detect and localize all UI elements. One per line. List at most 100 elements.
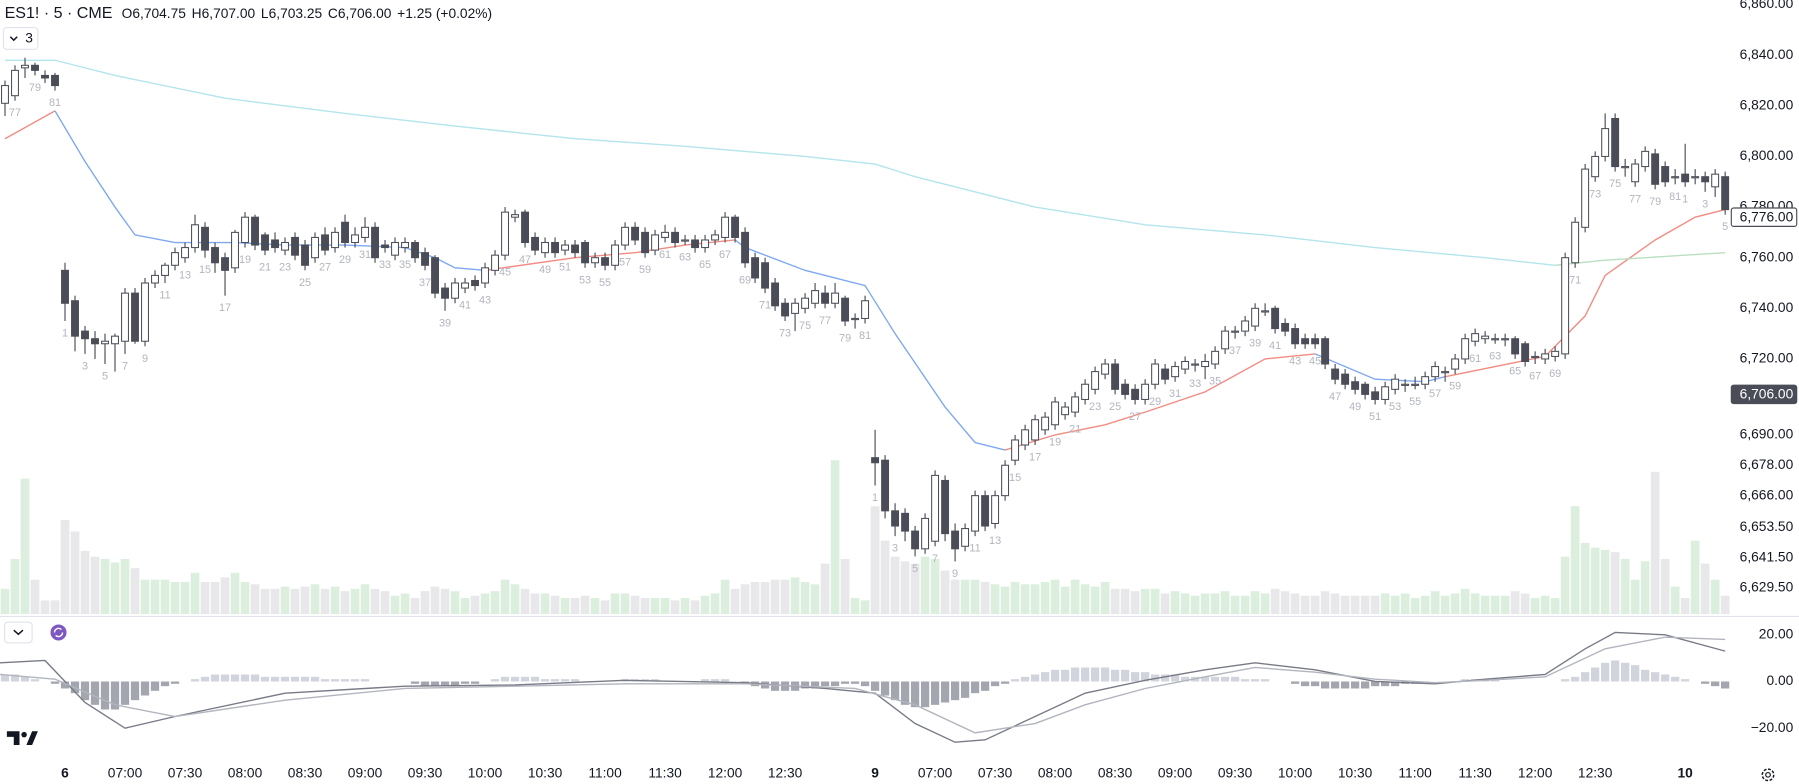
candle-body <box>1681 173 1690 183</box>
y-tick-label: 6,641.50 <box>1740 549 1794 564</box>
volume-bar <box>970 579 980 615</box>
volume-bar <box>1280 591 1290 615</box>
candle-body <box>1471 333 1480 342</box>
macd-histogram-bar <box>1631 665 1640 682</box>
volume-bar <box>910 563 920 615</box>
candle <box>691 234 700 253</box>
macd-histogram-bar <box>1060 669 1070 682</box>
gear[interactable] <box>1761 768 1775 782</box>
volume-bar <box>1310 595 1320 615</box>
volume-bar <box>800 581 810 615</box>
pane-toggle-box[interactable] <box>4 621 33 644</box>
candle <box>531 232 540 256</box>
y-tick-label: 6,720.00 <box>1740 351 1794 366</box>
symbol: ES1! · 5 · CME <box>5 4 113 22</box>
candle-body <box>741 231 750 264</box>
indicator-toggle[interactable]: 3 <box>2 26 39 50</box>
candle <box>481 262 490 289</box>
refresh-circle[interactable] <box>50 624 67 641</box>
candle <box>561 239 570 256</box>
candle-body <box>991 495 1000 525</box>
indicator-line <box>734 239 1006 451</box>
candle <box>1441 366 1450 382</box>
macd-histogram-bar <box>1661 674 1670 682</box>
candle <box>1611 113 1620 172</box>
candle-body <box>581 241 590 264</box>
candle <box>71 295 79 352</box>
candle <box>301 239 309 271</box>
volume-bar <box>30 579 40 615</box>
candle-body <box>781 302 790 317</box>
candle <box>1511 336 1520 359</box>
candle <box>1721 171 1730 215</box>
macd-histogram-bar <box>320 679 330 682</box>
volume-bar <box>1390 595 1400 615</box>
volume-bar <box>610 593 620 615</box>
volume-bar <box>40 600 50 615</box>
refresh-icon[interactable] <box>50 624 67 641</box>
volume-bar <box>1020 584 1030 615</box>
volume-bar <box>1590 547 1600 615</box>
bar-number: 33 <box>379 259 391 271</box>
candle <box>571 239 580 258</box>
candle <box>651 229 660 256</box>
candle-body <box>1271 307 1280 330</box>
candle-body <box>1011 439 1020 461</box>
volume-bar <box>1720 595 1730 615</box>
pane-toggle[interactable] <box>4 621 33 644</box>
candle-body <box>1081 383 1090 400</box>
candle <box>271 232 279 253</box>
logo <box>6 731 38 745</box>
bar-number: 65 <box>699 259 711 271</box>
bar-number: 19 <box>1049 436 1061 448</box>
macd-histogram-bar <box>970 681 980 694</box>
x-tick-label: 09:00 <box>1158 765 1193 780</box>
macd-histogram-bar <box>1080 667 1090 682</box>
bar-number: 25 <box>299 277 311 289</box>
candle-body <box>621 226 630 246</box>
candle-body <box>1141 383 1150 400</box>
candle-body <box>711 234 720 241</box>
volume-bar <box>540 593 550 615</box>
candle <box>341 214 349 248</box>
candle-body <box>1701 176 1710 183</box>
bar-number: 25 <box>1109 401 1121 413</box>
bar-number: 59 <box>639 264 651 276</box>
toggle-box[interactable] <box>2 26 39 50</box>
x-tick-label: 10:00 <box>468 765 503 780</box>
logo-dot <box>21 731 27 738</box>
volume-bar <box>100 559 110 615</box>
candle <box>381 239 389 253</box>
settings-icon[interactable] <box>1761 768 1775 782</box>
candle-body <box>931 474 940 542</box>
bar-number: 47 <box>1329 391 1341 403</box>
candle-body <box>321 234 329 251</box>
volume-bar <box>680 598 690 615</box>
close-value: 6,706.00 <box>338 5 392 20</box>
macd-histogram-bar <box>20 676 30 682</box>
bar-number: 3 <box>82 360 88 372</box>
volume-bar <box>930 559 940 615</box>
candle <box>641 227 650 258</box>
bar-number: 75 <box>799 320 811 332</box>
candle <box>1431 361 1440 382</box>
volume-bar <box>1410 598 1420 615</box>
volume-bar <box>1690 540 1700 615</box>
x-tick-label: 08:00 <box>228 765 263 780</box>
volume-bar <box>250 584 260 615</box>
macd-histogram-bar <box>1310 681 1320 687</box>
macd-histogram-bar <box>1701 681 1710 684</box>
candle-body <box>1671 176 1680 179</box>
candle-body <box>1281 322 1290 332</box>
candle-body <box>1581 168 1590 228</box>
candle <box>1 80 9 116</box>
volume-bar <box>450 591 460 615</box>
volume-bar <box>500 579 510 615</box>
volume-bar <box>50 600 60 615</box>
candle-body <box>501 211 510 256</box>
candle <box>1451 353 1460 375</box>
candle-body <box>1111 363 1120 390</box>
bar-number: 67 <box>1529 371 1541 383</box>
macd-histogram-bar <box>1591 667 1600 682</box>
